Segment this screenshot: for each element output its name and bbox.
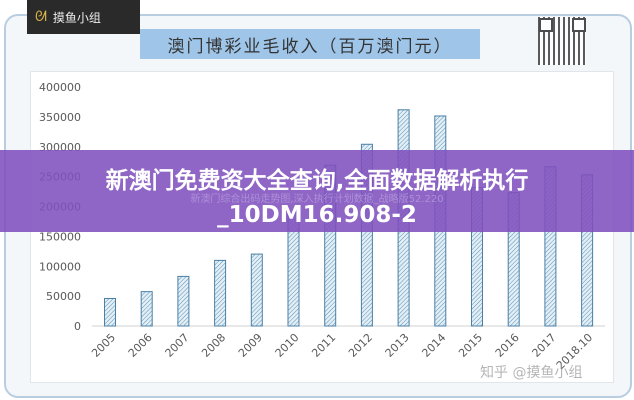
x-tick-label: 2009 <box>236 331 265 360</box>
x-tick-label: 2007 <box>163 331 192 360</box>
x-tick-label: 2011 <box>309 331 338 360</box>
y-tick-label: 400000 <box>39 81 81 94</box>
x-tick-label: 2014 <box>419 331 448 360</box>
x-tick-label: 2016 <box>493 331 522 360</box>
x-tick-label: 2005 <box>89 331 118 360</box>
bar-2009 <box>250 253 263 327</box>
bar-2012 <box>360 143 373 327</box>
x-tick-label: 2013 <box>383 331 412 360</box>
banner-subtitle: 新澳门综合出码走势图,深入执行计划数据_战略版52.220 <box>190 194 444 205</box>
bar-2007 <box>177 275 190 327</box>
logo-text: 摸鱼小组 <box>52 10 101 25</box>
y-tick-label: 350000 <box>39 111 81 124</box>
bar-2006 <box>140 291 153 327</box>
qr-code <box>538 17 586 65</box>
x-tick-label: 2015 <box>456 331 485 360</box>
x-tick-label: 2008 <box>199 331 228 360</box>
x-tick-label: 2017 <box>530 331 559 360</box>
logo: ᘛ 摸鱼小组 <box>27 0 140 34</box>
x-tick-label: 2006 <box>126 331 155 360</box>
banner-title: 新澳门免费资大全查询,全面数据解析执行_10DM16.908-2 <box>105 168 529 228</box>
chart-title: 澳门博彩业毛收入（百万澳门元） <box>140 29 480 59</box>
x-tick-label: 2012 <box>346 331 375 360</box>
watermark: 知乎 @摸鱼小组 <box>480 365 583 381</box>
x-tick-label: 2010 <box>273 331 302 360</box>
y-tick-label: 150000 <box>39 230 81 243</box>
overlay-banner: 新澳门综合出码走势图,深入执行计划数据_战略版52.220 新澳门免费资大全查询… <box>0 150 634 232</box>
y-tick-label: 50000 <box>46 290 81 303</box>
y-tick-label: 0 <box>74 320 81 333</box>
fish-icon: ᘛ <box>35 9 47 25</box>
y-tick-label: 100000 <box>39 260 81 273</box>
bar-2008 <box>214 259 227 327</box>
bar-2005 <box>104 297 116 327</box>
